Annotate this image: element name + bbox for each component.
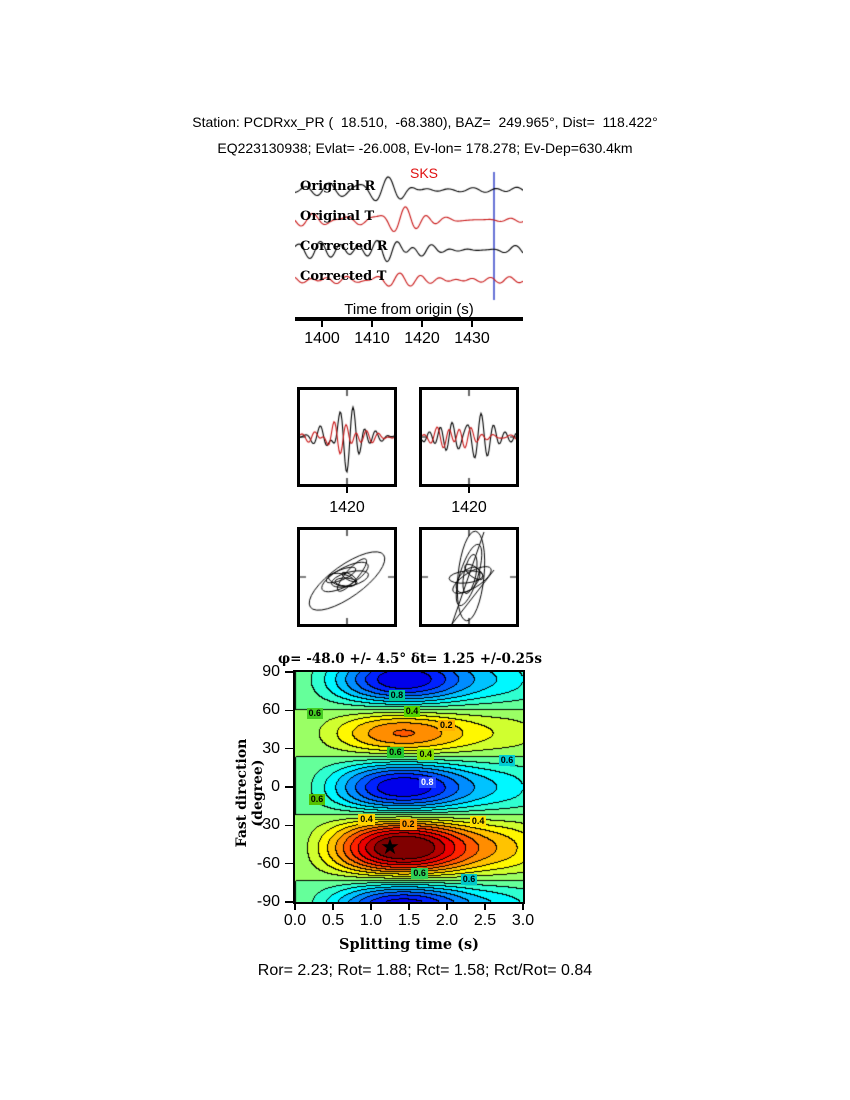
time-axis-tick: [321, 321, 323, 327]
phase-label-sks: SKS: [410, 165, 439, 181]
splitting-result-title: φ= -48.0 +/- 4.5° δt= 1.25 +/-0.25s: [277, 651, 543, 667]
zoom-window-left: [297, 387, 397, 487]
dt-axis-tick: [370, 904, 372, 910]
phi-axis-tick: [285, 786, 293, 788]
statistics-line: Ror= 2.23; Rot= 1.88; Rct= 1.58; Rct/Rot…: [257, 962, 593, 979]
particle-motion-corrected-canvas: [422, 530, 516, 624]
dt-axis-tick: [294, 904, 296, 910]
zoom-window-tick-label: 1420: [451, 499, 487, 516]
phi-axis-tick: [285, 671, 293, 673]
dt-axis-tick: [446, 904, 448, 910]
time-axis-tick: [471, 321, 473, 327]
x-axis-title: Splitting time (s): [339, 936, 479, 953]
dt-axis-tick-label: 0.0: [283, 912, 307, 929]
phi-axis-tick-label: 90: [262, 663, 280, 680]
dt-axis-tick-label: 1.5: [397, 912, 421, 929]
dt-axis-tick-label: 3.0: [511, 912, 535, 929]
zoom-window-tick: [468, 487, 470, 493]
dt-axis-tick-label: 0.5: [321, 912, 345, 929]
trace-label-corrected-t: Corrected T: [300, 269, 387, 284]
contour-level-label: 0.6: [387, 746, 404, 758]
time-axis-line: [295, 317, 523, 321]
contour-level-label: 0.6: [411, 867, 428, 879]
time-axis-tick-label: 1400: [304, 330, 340, 347]
phi-axis-tick: [285, 824, 293, 827]
contour-level-label: 0.4: [403, 705, 421, 717]
event-info-line: EQ223130938; Evlat= -26.008, Ev-lon= 178…: [217, 140, 633, 156]
contour-level-label: 0.6: [308, 793, 326, 805]
dt-axis-tick: [332, 904, 334, 910]
particle-motion-original: [297, 527, 397, 627]
zoom-window-tick: [346, 487, 348, 493]
phi-axis-tick: [285, 901, 293, 903]
phi-axis-tick-label: 60: [262, 701, 280, 719]
phi-axis-tick: [285, 709, 293, 712]
contour-level-label: 0.4: [417, 749, 434, 761]
phi-axis-tick-label: -60: [256, 854, 280, 872]
zoom-window-right: [419, 387, 519, 487]
contour-level-label: 0.8: [419, 777, 436, 789]
time-axis-tick-label: 1420: [404, 330, 440, 347]
contour-level-label: 0.4: [358, 814, 375, 826]
trace-label-original-t: Original T: [300, 209, 375, 224]
particle-motion-original-canvas: [300, 530, 394, 624]
time-axis-tick: [421, 321, 423, 327]
contour-level-label: 0.6: [460, 874, 478, 886]
zoom-left-canvas: [300, 390, 394, 484]
trace-label-original-r: Original R: [300, 179, 376, 194]
time-axis-tick-label: 1430: [454, 330, 490, 347]
time-axis-tick: [371, 321, 373, 327]
station-info-line: Station: PCDRxx_PR ( 18.510, -68.380), B…: [192, 114, 658, 130]
phi-axis-tick-label: 0: [271, 778, 280, 795]
contour-level-label: 0.2: [438, 719, 455, 731]
contour-level-label: 0.6: [498, 755, 516, 767]
phi-axis-tick: [285, 862, 293, 865]
dt-axis-tick: [522, 904, 524, 910]
contour-level-label: 0.4: [469, 815, 487, 827]
time-axis-tick-label: 1410: [354, 330, 390, 347]
contour-level-label: 0.8: [388, 690, 406, 702]
contour-level-label: 0.2: [400, 819, 417, 831]
dt-axis-tick: [484, 904, 486, 910]
dt-axis-tick-label: 2.0: [435, 912, 459, 929]
trace-label-corrected-r: Corrected R: [300, 239, 388, 254]
time-axis-title: Time from origin (s): [344, 301, 474, 318]
phi-axis-tick: [285, 747, 293, 750]
best-fit-star: ★: [380, 834, 400, 860]
phi-axis-tick-label: -90: [256, 893, 280, 910]
phi-axis-tick-label: 30: [262, 739, 280, 757]
zoom-right-canvas: [422, 390, 516, 484]
dt-axis-tick-label: 2.5: [473, 912, 497, 929]
seismogram-traces-canvas: [295, 168, 523, 308]
dt-axis-tick: [408, 904, 410, 910]
particle-motion-corrected: [419, 527, 519, 627]
dt-axis-tick-label: 1.0: [359, 912, 383, 929]
contour-level-label: 0.6: [306, 708, 324, 720]
zoom-window-tick-label: 1420: [329, 499, 365, 516]
phi-axis-tick-label: -30: [256, 816, 280, 834]
